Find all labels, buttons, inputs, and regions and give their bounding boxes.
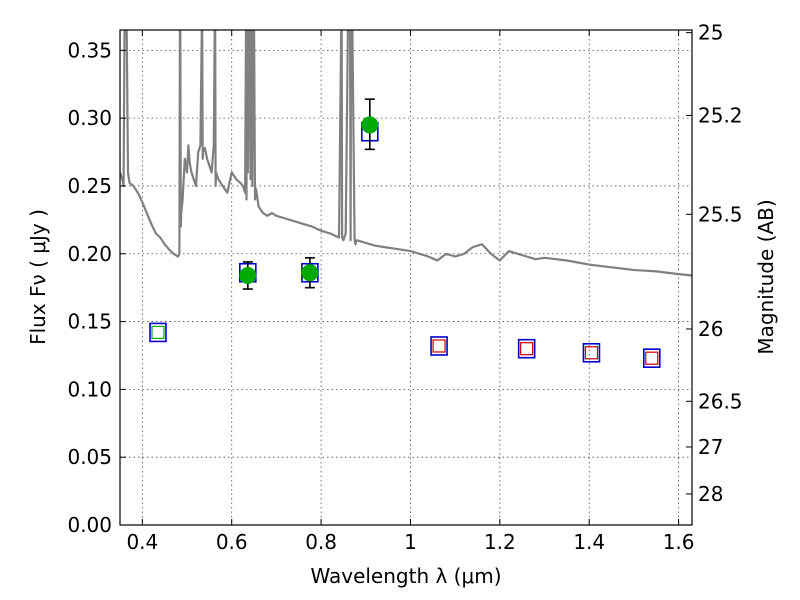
- model-photometry-square: [582, 342, 601, 363]
- x-tick-label: 0.8: [305, 530, 337, 554]
- y-axis-title: Flux Fν ( μJy ): [26, 209, 50, 345]
- model-photometry-square: [149, 322, 167, 343]
- y2-axis-title: Magnitude (AB): [754, 199, 778, 354]
- x-axis-title: Wavelength λ (μm): [310, 564, 501, 588]
- observed-point: [301, 264, 319, 282]
- y-tick-label: 0.05: [67, 445, 112, 469]
- upper-limit-square: [584, 346, 599, 360]
- model-photometry-square: [517, 338, 536, 359]
- x-tick-label: 1.2: [484, 530, 516, 554]
- x-tick-label: 0.4: [126, 530, 158, 554]
- upper-limit-square: [645, 351, 659, 365]
- x-tick-label: 1.6: [663, 530, 695, 554]
- clipped-plot: [120, 30, 692, 368]
- x-tick-label: 1: [404, 530, 417, 554]
- y2-tick-label: 25.2: [698, 103, 743, 127]
- observed-point: [239, 266, 257, 284]
- plot-area: [120, 30, 692, 368]
- upper-limit-square: [151, 325, 165, 340]
- y-tick-label: 0.25: [67, 174, 112, 198]
- upper-limit-square: [432, 339, 446, 353]
- y-tick-label: 0.35: [67, 38, 112, 62]
- model-spectrum-line: [120, 30, 692, 277]
- y2-tick-label: 25.5: [698, 202, 743, 226]
- x-tick-label: 0.6: [216, 530, 248, 554]
- y2-tick-label: 28: [698, 482, 723, 506]
- grid: [120, 30, 692, 526]
- model-photometry-square: [642, 348, 661, 368]
- ticks: 0.4 0.6 0.8 1 1.2 1.4 1.6 0.00 0.05 0.10 0.15 0.20 0…: [67, 21, 742, 554]
- observed-point: [361, 116, 379, 134]
- x-tick-label: 1.4: [573, 530, 605, 554]
- y-tick-label: 0.30: [67, 106, 112, 130]
- y2-tick-label: 27: [698, 435, 723, 459]
- y-tick-label: 0.15: [67, 310, 112, 334]
- upper-limit-square: [520, 342, 534, 356]
- y2-tick-label: 26: [698, 317, 723, 341]
- plot-frame: [119, 29, 693, 526]
- y-tick-label: 0.10: [67, 377, 112, 401]
- y-tick-label: 0.00: [67, 513, 112, 537]
- y2-tick-label: 25: [698, 21, 723, 45]
- y2-tick-label: 26.5: [698, 389, 743, 413]
- y-tick-label: 0.20: [67, 242, 112, 266]
- model-photometry-square: [430, 336, 448, 356]
